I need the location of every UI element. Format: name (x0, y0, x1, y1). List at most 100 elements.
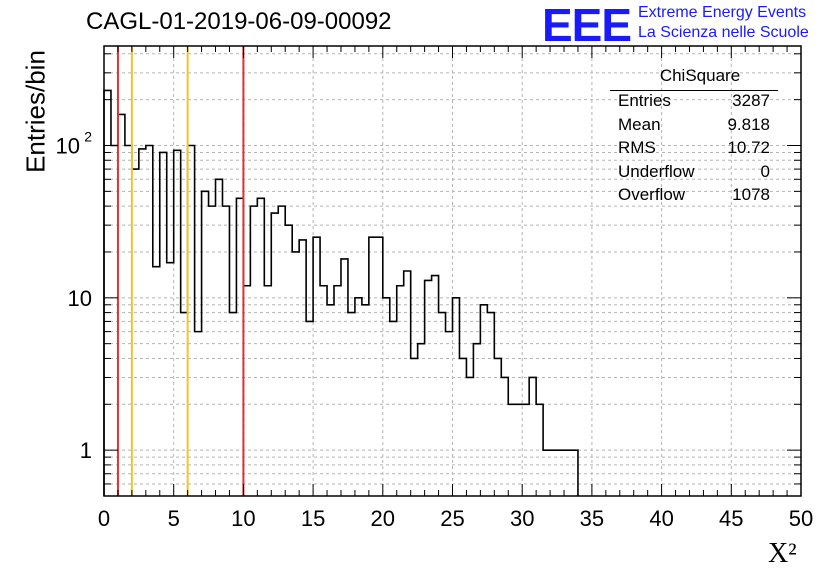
histogram-bin (383, 298, 390, 496)
stats-divider (610, 90, 778, 91)
histogram-bin (508, 404, 515, 496)
histogram-bin (202, 191, 209, 496)
histogram-bin (480, 305, 487, 496)
histogram-bin (188, 145, 195, 496)
histogram-bin (278, 206, 285, 496)
stats-value: 9.818 (727, 114, 770, 134)
histogram-bin (571, 450, 578, 496)
stats-row: Overflow 1078 (610, 185, 778, 209)
histogram-outline (103, 89, 579, 496)
histogram-bin (515, 404, 522, 496)
histogram-bin (160, 152, 167, 496)
histogram-bin (362, 305, 369, 496)
x-axis-label: X² (768, 538, 797, 569)
x-tick-label: 15 (301, 506, 325, 531)
histogram-bin (146, 145, 153, 496)
histogram-bin (390, 321, 397, 496)
histogram-bin (222, 206, 229, 496)
histogram-bin (432, 276, 439, 496)
stats-label: Overflow (618, 185, 686, 204)
x-tick-label: 10 (231, 506, 255, 531)
stats-label: RMS (618, 138, 656, 157)
brand-line-1: Extreme Energy Events (638, 4, 807, 21)
stats-label: Underflow (618, 161, 695, 181)
histogram-bin (557, 450, 564, 496)
histogram-bin (111, 145, 118, 496)
histogram-bin (271, 213, 278, 496)
stats-value: 3287 (732, 91, 770, 110)
y-tick-label: 10 (56, 133, 80, 158)
stats-label: Entries (618, 91, 671, 110)
histogram-bin (181, 313, 188, 496)
histogram-bin (522, 404, 529, 496)
x-tick-label: 40 (649, 506, 673, 531)
histogram-bin (299, 240, 306, 496)
histogram-bin (250, 206, 257, 496)
histogram-bin (473, 344, 480, 496)
y-tick-label: 1 (80, 438, 92, 463)
histogram-bin (348, 313, 355, 496)
histogram-bin (341, 259, 348, 496)
histogram-bin (355, 298, 362, 496)
y-tick-label: 10 (68, 286, 92, 311)
histogram-bin (139, 149, 146, 496)
histogram-bin (285, 225, 292, 496)
histogram-bin (487, 313, 494, 496)
stats-row: Mean 9.818 (610, 115, 778, 139)
histogram-bin (257, 198, 264, 496)
stats-row: Entries 3287 (610, 91, 778, 115)
y-axis-label: Entries/bin (20, 50, 51, 173)
x-tick-label: 25 (440, 506, 464, 531)
histogram-bin (501, 377, 508, 496)
y-tick-label-exponent: 2 (84, 128, 92, 144)
histogram-bin (411, 358, 418, 496)
stats-row: RMS 10.72 (610, 138, 778, 162)
histogram-bin (397, 286, 404, 496)
histogram-bin (104, 90, 111, 496)
histogram-bin (459, 358, 466, 496)
histogram-bin (418, 344, 425, 496)
axis-ticks (103, 46, 802, 497)
x-tick-label: 0 (98, 506, 110, 531)
histogram-bin (306, 321, 313, 496)
chart-title: CAGL-01-2019-06-09-00092 (86, 8, 392, 35)
histogram-bin (529, 377, 536, 496)
histogram-bin (446, 332, 453, 496)
histogram-bin (243, 286, 250, 496)
stats-label: Mean (618, 114, 661, 134)
histogram-bin (167, 263, 174, 496)
histogram-bin (216, 179, 223, 496)
stats-value: 10.72 (727, 138, 770, 157)
histogram (103, 89, 579, 496)
histogram-bin (536, 404, 543, 496)
histogram-bin (369, 237, 376, 496)
histogram-bin (313, 237, 320, 496)
histogram-bin (494, 358, 501, 496)
histogram-bin (376, 237, 383, 496)
histogram-bin (550, 450, 557, 496)
histogram-bin (229, 313, 236, 496)
brand-line-2: La Scienza nelle Scuole (638, 24, 809, 41)
histogram-bin (543, 450, 550, 496)
stats-value: 0 (760, 161, 770, 181)
histogram-bin (264, 286, 271, 496)
x-tick-label: 50 (789, 506, 813, 531)
x-tick-label: 5 (168, 506, 180, 531)
histogram-bin (327, 305, 334, 496)
stats-box: ChiSquare Entries 3287 Mean 9.818 RMS 10.72 Un… (610, 66, 778, 209)
x-tick-label: 30 (510, 506, 534, 531)
histogram-bin (564, 450, 571, 496)
reference-lines (116, 46, 245, 496)
histogram-bin (125, 145, 132, 496)
histogram-bin (292, 252, 299, 496)
histogram-bin (153, 267, 160, 496)
histogram-bin (236, 198, 243, 496)
histogram-bin (209, 206, 216, 496)
histogram-bin (425, 280, 432, 496)
histogram-bin (320, 286, 327, 496)
stats-title: ChiSquare (659, 66, 741, 85)
histogram-bin (174, 150, 181, 496)
histogram-bin (439, 313, 446, 496)
eee-logo: EEE (542, 0, 632, 51)
